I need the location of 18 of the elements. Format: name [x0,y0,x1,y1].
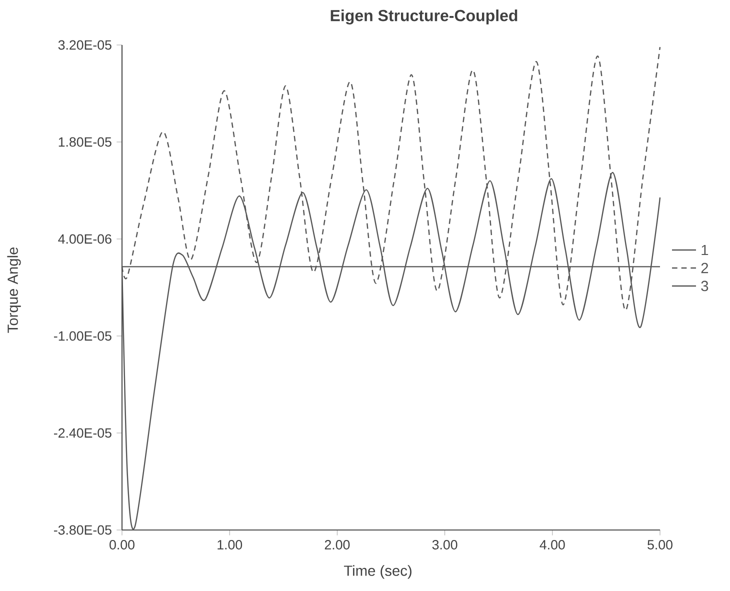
x-tick-label: 3.00 [432,540,458,550]
y-tick-label: -3.80E-05 [54,525,112,535]
y-tick-label: -2.40E-05 [54,428,112,438]
x-tick-label: 1.00 [218,540,242,550]
legend-label: 1 [702,244,708,256]
x-axis-title: Time (sec) [344,565,412,579]
y-tick-label: 4.00E-06 [58,234,112,244]
legend-label: 3 [701,280,708,292]
x-tick-label: 4.00 [540,540,565,550]
x-tick-label: 0.00 [110,540,134,550]
x-tick-label: 5.00 [648,540,672,550]
x-tick-label: 2.00 [324,540,350,550]
chart-title: Eigen Structure-Coupled [330,10,518,24]
legend-label: 2 [701,262,708,274]
y-tick-label: -1.00E-05 [54,331,112,341]
y-axis-title: Torque Angle [7,247,21,333]
y-tick-label: 3.20E-05 [58,40,112,50]
y-tick-label: 1.80E-05 [58,137,112,147]
